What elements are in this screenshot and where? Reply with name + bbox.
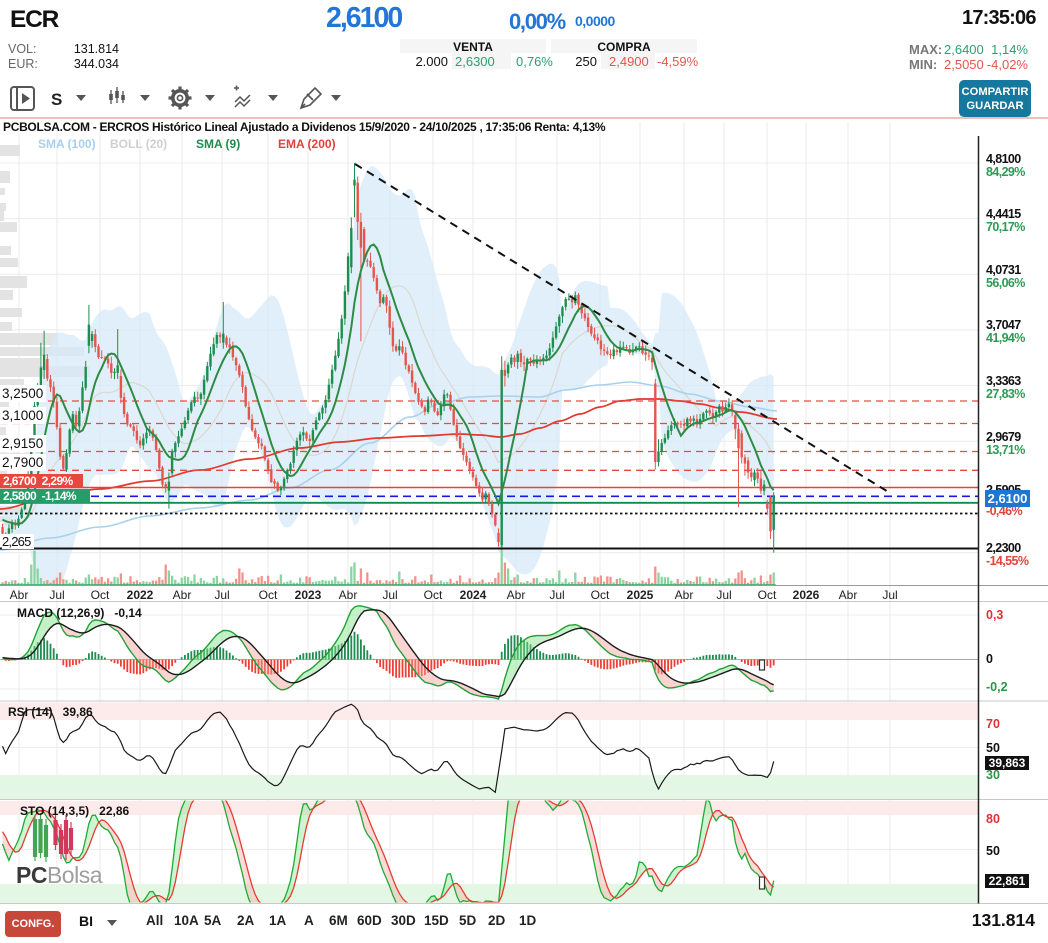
- svg-text:S: S: [51, 90, 62, 109]
